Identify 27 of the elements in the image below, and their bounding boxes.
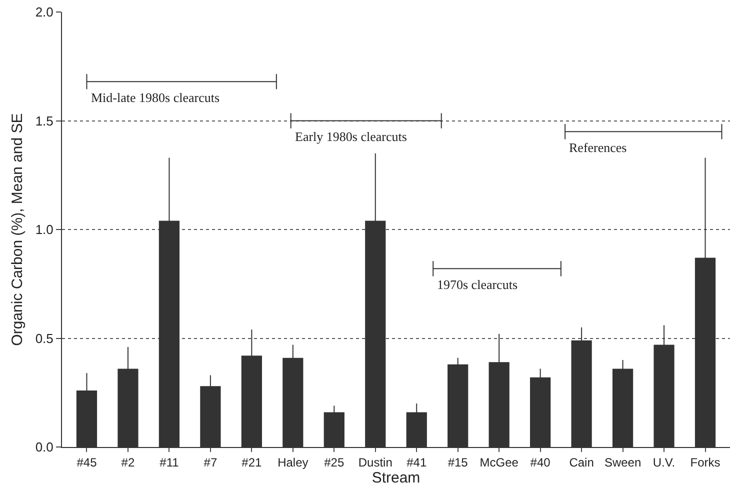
x-tick-label: #25	[324, 455, 344, 470]
annotation: Early 1980s clearcuts	[295, 129, 407, 144]
x-tick-label: #41	[406, 455, 427, 470]
x-tick-label: Sween	[604, 455, 642, 470]
annotation: References	[569, 140, 627, 155]
y-tick-label: 2.0	[35, 4, 54, 20]
x-tick-label: Dustin	[358, 455, 392, 470]
x-tick-label: #21	[242, 455, 262, 470]
x-tick-label: #45	[76, 455, 98, 470]
x-tick-label: Cain	[569, 455, 594, 470]
y-axis-title: Organic Carbon (%), Mean and SE	[9, 113, 26, 346]
y-tick-label: 0.5	[35, 330, 54, 346]
x-tick-label: Haley	[278, 455, 308, 470]
annotation: Mid-late 1980s clearcuts	[91, 90, 220, 105]
x-tick-label: #11	[160, 455, 180, 470]
x-tick-label: U.V.	[652, 455, 676, 470]
x-tick-label: #15	[448, 455, 468, 470]
x-axis-title: Stream	[372, 469, 420, 486]
x-tick-label: #7	[204, 455, 218, 470]
y-tick-label: 0.0	[35, 440, 54, 455]
x-tick-label: #40	[530, 455, 551, 470]
x-tick-label: #2	[121, 455, 135, 470]
x-tick-label: McGee	[480, 455, 519, 470]
annotation: 1970s clearcuts	[437, 277, 518, 292]
y-tick-label: 1.5	[35, 113, 54, 128]
x-tick-label: Forks	[690, 455, 720, 470]
y-tick-label: 1.0	[35, 222, 54, 238]
